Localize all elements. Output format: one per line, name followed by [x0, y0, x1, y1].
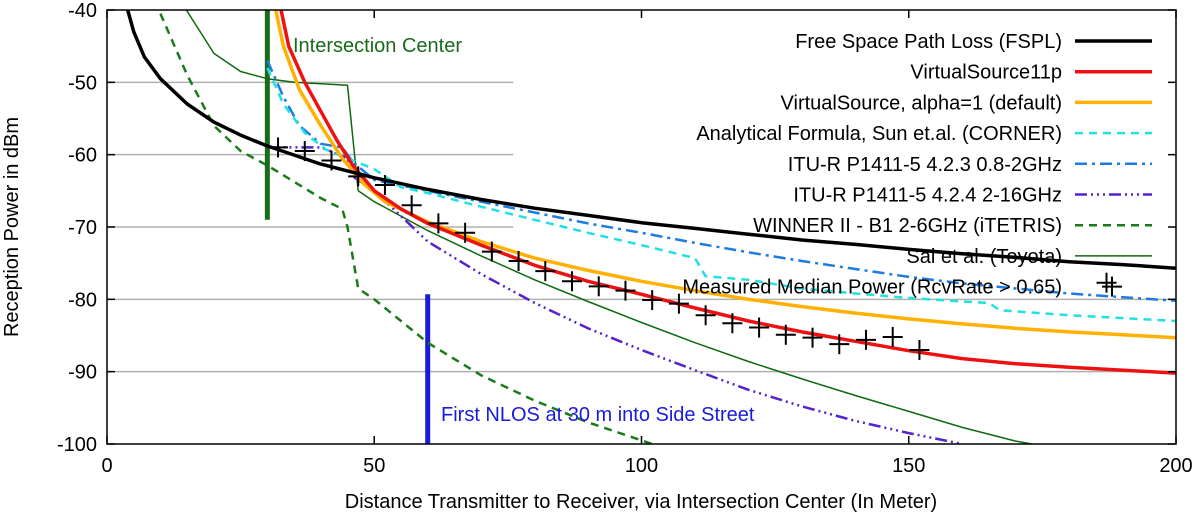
measured-point	[481, 241, 502, 262]
measured-point	[508, 250, 529, 271]
legend: Free Space Path Loss (FSPL) VirtualSource…	[682, 31, 1152, 299]
grid-lines	[107, 81, 1176, 373]
measured-point	[535, 261, 556, 282]
legend-label: Analytical Formula, Sun et.al. (CORNER)	[696, 123, 1062, 145]
series-line-7	[185, 10, 1032, 444]
x-tick-label: 150	[892, 455, 925, 477]
x-axis-title: Distance Transmitter to Receiver, via In…	[345, 491, 937, 513]
series-line-6	[159, 13, 653, 444]
y-tick-label: -90	[68, 362, 97, 384]
measured-point	[668, 293, 689, 314]
legend-label: Free Space Path Loss (FSPL)	[795, 31, 1062, 53]
measured-point	[348, 166, 369, 187]
x-tick-label: 100	[625, 455, 658, 477]
x-tick-label: 200	[1159, 455, 1192, 477]
y-axis-title: Reception Power in dBm	[1, 117, 23, 337]
measured-points	[268, 137, 1117, 360]
y-tick-label: -50	[68, 72, 97, 94]
measured-point	[749, 317, 770, 338]
vertical-markers	[264, 10, 431, 444]
measured-point	[775, 324, 796, 345]
series-line-4	[266, 60, 1176, 303]
measured-point	[321, 150, 342, 171]
measured-point	[722, 313, 743, 334]
measured-point	[829, 334, 850, 355]
measured-point	[615, 280, 636, 301]
measured-point	[428, 213, 449, 234]
series-line-2	[273, 10, 1176, 340]
measured-point	[455, 222, 476, 243]
series-layer	[125, 10, 1176, 444]
legend-label: WINNER II - B1 2-6GHz (iTETRIS)	[753, 215, 1062, 237]
measured-point	[562, 271, 583, 292]
legend-label: Measured Median Power (RcvRate > 0.65)	[682, 277, 1062, 299]
annotation-first-nlos: First NLOS at 30 m into Side Street	[441, 404, 755, 426]
legend-label: Sai et al. (Toyota)	[906, 246, 1062, 268]
measured-point	[294, 141, 315, 162]
measured-point	[401, 195, 422, 216]
legend-label: ITU-R P1411-5 4.2.3 0.8-2GHz	[788, 154, 1062, 176]
y-tick-label: -70	[68, 217, 97, 239]
legend-label: VirtualSource, alpha=1 (default)	[781, 92, 1062, 114]
y-tick-label: -80	[68, 289, 97, 311]
x-tick-label: 0	[101, 455, 112, 477]
series-line-0	[125, 10, 1176, 270]
measured-point	[642, 290, 663, 311]
measured-point	[882, 326, 903, 347]
y-tick-label: -60	[68, 145, 97, 167]
annotation-intersection-center: Intersection Center	[293, 35, 462, 57]
measured-point	[909, 339, 930, 360]
measured-point	[1096, 272, 1117, 293]
y-tick-label: -40	[68, 0, 97, 22]
x-tick-label: 50	[363, 455, 385, 477]
legend-label: VirtualSource11p	[910, 62, 1062, 84]
measured-point	[588, 276, 609, 297]
series-line-1	[279, 10, 1176, 375]
measured-point	[802, 327, 823, 348]
legend-label: ITU-R P1411-5 4.2.4 2-16GHz	[793, 185, 1062, 207]
measured-point	[374, 175, 395, 196]
measured-point	[268, 137, 289, 158]
measured-point	[855, 329, 876, 350]
y-tick-label: -100	[57, 434, 97, 456]
measured-point	[695, 305, 716, 326]
